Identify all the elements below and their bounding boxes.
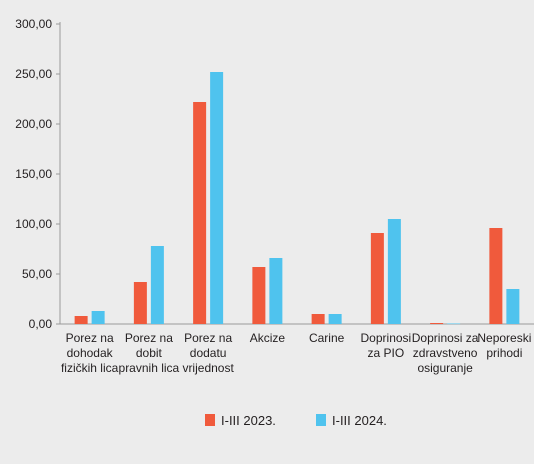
x-category-label: Doprinosi za PIO (361, 331, 412, 360)
bar-2023 (311, 314, 325, 324)
legend-swatch (316, 414, 326, 426)
x-category-label: Porez na dobit pravnih lica (119, 331, 180, 375)
bar-2023 (252, 267, 266, 324)
bar-2024 (506, 289, 520, 324)
bar-2024 (150, 246, 164, 324)
bar-2024 (91, 311, 105, 324)
bar-2024 (328, 314, 342, 324)
x-category-label: Porez na dohodak fizičkih lica (61, 331, 119, 375)
bars (74, 72, 520, 325)
y-tick-label: 150,00 (15, 167, 52, 181)
bar-2024 (387, 219, 401, 324)
bar-2023 (74, 316, 88, 324)
bar-2023 (133, 282, 147, 324)
bar-2023 (430, 323, 444, 324)
y-tick-label: 250,00 (15, 67, 52, 81)
y-tick-label: 0,00 (29, 317, 53, 331)
legend: I-III 2023. I-III 2024. (205, 413, 387, 428)
bar-2024 (210, 72, 224, 324)
bar-2023 (489, 228, 503, 324)
y-tick-label: 50,00 (22, 267, 52, 281)
x-category-label: Akcize (250, 331, 286, 345)
y-tick-label: 300,00 (15, 17, 52, 31)
y-tick-label: 200,00 (15, 117, 52, 131)
y-tick-label: 100,00 (15, 217, 52, 231)
bar-2024 (447, 323, 461, 325)
x-category-label: Carine (309, 331, 345, 345)
bar-2023 (193, 102, 207, 324)
bar-2023 (370, 233, 384, 324)
y-tick-labels: 0,00 50,00 100,00 150,00 200,00 250,00 300,00 (15, 17, 60, 331)
bar-2024 (269, 258, 283, 324)
x-category-label: Doprinosi za zdravstveno osiguranje (412, 331, 479, 375)
legend-swatch (205, 414, 215, 426)
x-category-label: Porez na dodatu vrijednost (182, 331, 234, 375)
legend-label: I-III 2023. (221, 413, 276, 428)
x-category-label: Neporeski prihodi (477, 331, 531, 360)
legend-label: I-III 2024. (332, 413, 387, 428)
